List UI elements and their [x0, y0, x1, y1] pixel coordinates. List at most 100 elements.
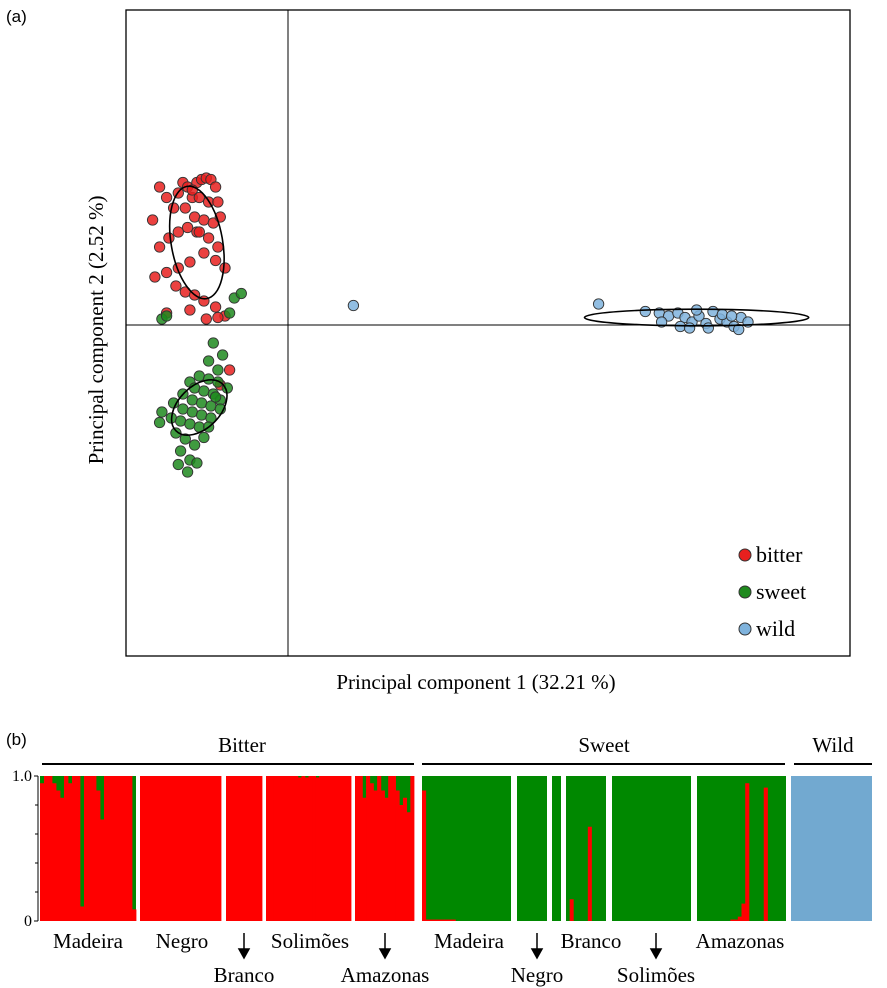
structure-individual-bar	[72, 776, 77, 921]
pca-ellipses	[168, 185, 810, 436]
bitter-point	[188, 211, 201, 223]
sweet-point	[170, 427, 182, 439]
arrow-bitter-amazonas	[378, 933, 392, 960]
structure-individual-bar	[290, 776, 295, 921]
structure-individual-bar	[358, 776, 363, 921]
sweet-point	[212, 376, 224, 388]
structure-individual-bar	[230, 776, 235, 921]
structure-individual-bar	[44, 776, 49, 921]
pca-plot-frame	[125, 9, 851, 657]
structure-individual-bar	[763, 787, 768, 921]
structure-individual-bar	[92, 776, 97, 921]
structure-individual-bar	[391, 776, 396, 921]
region-label-sweet-negro: Negro	[511, 963, 563, 987]
structure-individual-bar	[308, 776, 313, 921]
bitter-point	[184, 256, 196, 268]
structure-individual-bar	[333, 776, 338, 921]
arrows	[237, 933, 663, 960]
structure-individual-bar	[190, 776, 195, 921]
structure-individual-bar	[40, 783, 45, 921]
structure-individual-bar	[108, 776, 113, 921]
wild-point	[639, 305, 651, 318]
bitter-point	[167, 202, 180, 214]
sweet-point	[156, 406, 168, 418]
structure-individual-bar	[180, 776, 185, 921]
structure-individual-bar	[242, 776, 247, 921]
group-header-sweet: Sweet	[578, 733, 629, 757]
structure-individual-bar	[741, 903, 746, 921]
bitter-point	[200, 313, 212, 325]
region-label-bitter-negro: Negro	[156, 929, 208, 953]
wild-confidence-ellipse	[583, 308, 810, 327]
structure-individual-bar	[214, 776, 219, 921]
sweet-point	[195, 409, 208, 421]
sweet-point	[202, 373, 215, 385]
structure-individual-bar	[163, 776, 168, 921]
bitter-point	[153, 181, 166, 193]
structure-individual-bar	[369, 783, 374, 921]
structure-individual-bar	[440, 919, 445, 921]
structure-bars	[40, 776, 872, 921]
structure-individual-bar	[322, 776, 327, 921]
bitter-point	[198, 247, 210, 259]
region-label-bitter-amazonas: Amazonas	[341, 963, 430, 987]
bitter-point	[170, 280, 182, 292]
arrow-sweet-negro	[530, 933, 544, 960]
structure-individual-bar	[150, 776, 154, 921]
bitter-point	[212, 241, 224, 253]
arrow-sweet-solimoes	[649, 933, 663, 960]
structure-individual-bar	[319, 776, 324, 921]
bitter-point	[209, 254, 222, 267]
structure-individual-bar	[429, 919, 434, 921]
arrow-bitter-branco	[237, 933, 251, 960]
wild-point	[733, 323, 745, 336]
structure-individual-bar	[287, 776, 292, 921]
structure-block-sweet-solimões	[612, 776, 691, 921]
bitter-point	[184, 304, 196, 316]
structure-individual-bar	[745, 783, 750, 921]
structure-individual-bar	[104, 776, 109, 921]
bitter-point	[212, 196, 224, 208]
sweet-point	[193, 370, 205, 382]
sweet-point	[202, 355, 215, 367]
legend: bitter sweet wild	[738, 542, 806, 641]
structure-individual-bar	[124, 776, 129, 921]
structure-individual-bar	[250, 776, 255, 921]
sweet-confidence-ellipse	[170, 379, 228, 436]
structure-individual-bar	[140, 776, 144, 921]
structure-individual-bar	[153, 776, 158, 921]
sweet-point	[174, 445, 187, 457]
panel-a-label: (a)	[6, 7, 27, 26]
structure-individual-bar	[88, 776, 93, 921]
legend-wild-label: wild	[756, 616, 795, 641]
structure-individual-bar	[254, 776, 259, 921]
sweet-point	[195, 397, 208, 409]
wild-point	[725, 310, 738, 322]
legend-bitter-label: bitter	[756, 542, 803, 567]
structure-individual-bar	[388, 776, 393, 921]
structure-individual-bar	[116, 776, 121, 921]
legend-sweet-marker	[738, 585, 752, 599]
ytick-label-0: 0	[24, 913, 32, 930]
structure-individual-bar	[246, 776, 251, 921]
structure-individual-bar	[143, 776, 148, 921]
structure-individual-bar	[234, 776, 239, 921]
sweet-point	[186, 394, 198, 406]
wild-point	[702, 322, 714, 334]
structure-individual-bar	[56, 790, 61, 921]
structure-individual-bar	[258, 776, 263, 921]
y-axis-label: Principal component 2 (2.52 %)	[84, 196, 108, 465]
structure-individual-bar	[297, 777, 302, 921]
structure-block-sweet-branco	[566, 776, 606, 921]
structure-individual-bar	[326, 776, 331, 921]
structure-individual-bar	[112, 776, 117, 921]
sweet-point	[188, 439, 201, 451]
structure-individual-bar	[340, 776, 345, 921]
structure-individual-bar	[399, 805, 404, 921]
structure-individual-bar	[273, 776, 278, 921]
wild-point	[683, 322, 696, 334]
structure-individual-bar	[217, 776, 222, 921]
structure-individual-bar	[730, 919, 735, 921]
bitter-point	[193, 226, 205, 238]
region-label-sweet-branco: Branco	[561, 929, 622, 953]
